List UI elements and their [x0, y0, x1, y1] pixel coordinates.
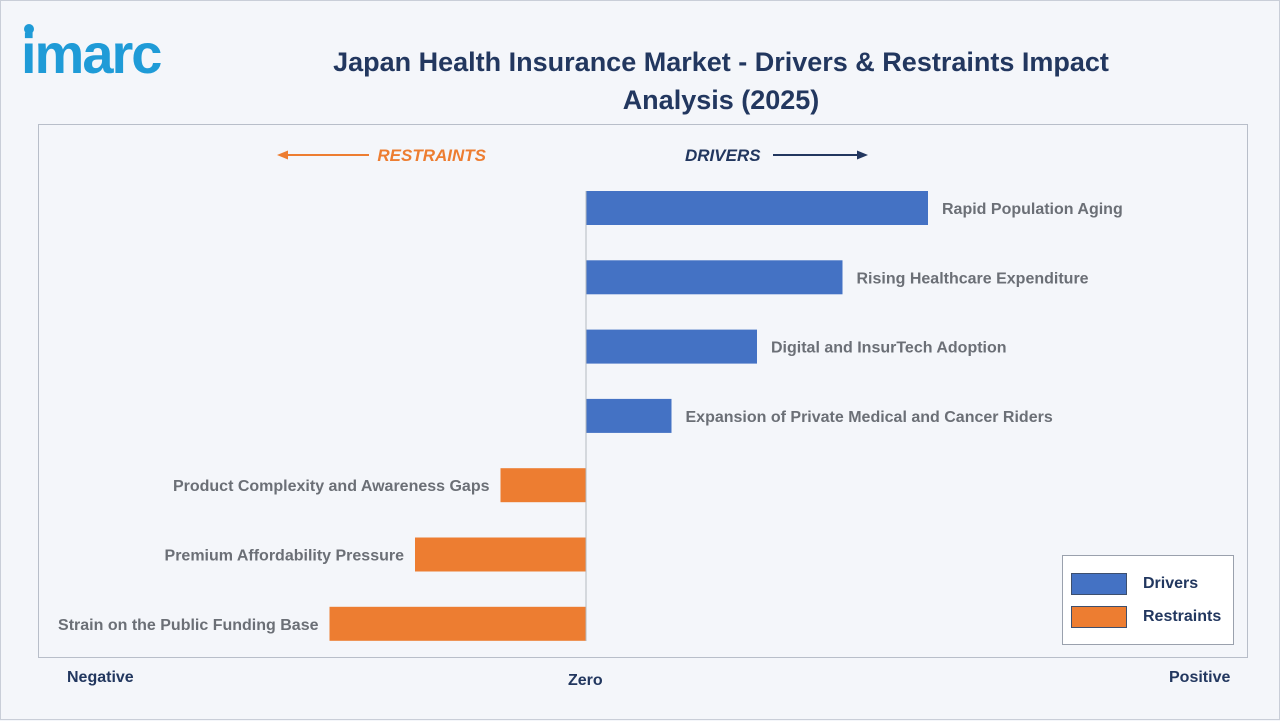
legend-label-drivers: Drivers [1143, 575, 1199, 592]
imarc-logo: imarc [21, 22, 163, 85]
chart-title: Japan Health Insurance Market - Drivers … [333, 47, 1109, 115]
logo-text: imarc [21, 22, 161, 85]
bar-6 [415, 537, 586, 572]
restraints-direction-label: RESTRAINTS [377, 146, 486, 165]
bar-label-7: Strain on the Public Funding Base [58, 617, 319, 634]
bar-7 [329, 606, 586, 641]
bar-2 [586, 260, 843, 295]
bar-label-5: Product Complexity and Awareness Gaps [173, 478, 490, 495]
axis-label-zero: Zero [568, 672, 603, 689]
bar-label-2: Rising Healthcare Expenditure [857, 270, 1089, 287]
axis-label-negative: Negative [67, 669, 134, 686]
drivers-arrow-head [857, 150, 868, 160]
chart-legend: Drivers Restraints [1062, 555, 1234, 645]
legend-item-restraints: Restraints [1071, 606, 1221, 628]
bar-label-3: Digital and InsurTech Adoption [771, 340, 1007, 357]
drivers-direction-label: DRIVERS [685, 146, 761, 165]
bar-4 [586, 398, 672, 433]
bar-5 [500, 468, 586, 503]
axis-label-positive: Positive [1169, 669, 1231, 686]
legend-swatch-restraints [1071, 606, 1127, 628]
legend-label-restraints: Restraints [1143, 608, 1222, 625]
bar-label-4: Expansion of Private Medical and Cancer … [686, 409, 1053, 426]
legend-swatch-drivers [1071, 573, 1127, 595]
bar-label-6: Premium Affordability Pressure [165, 548, 405, 565]
restraints-arrow-head [277, 150, 288, 160]
bar-label-1: Rapid Population Aging [942, 201, 1123, 218]
bar-3 [586, 329, 757, 364]
legend-item-drivers: Drivers [1071, 573, 1198, 595]
bar-1 [586, 191, 928, 225]
